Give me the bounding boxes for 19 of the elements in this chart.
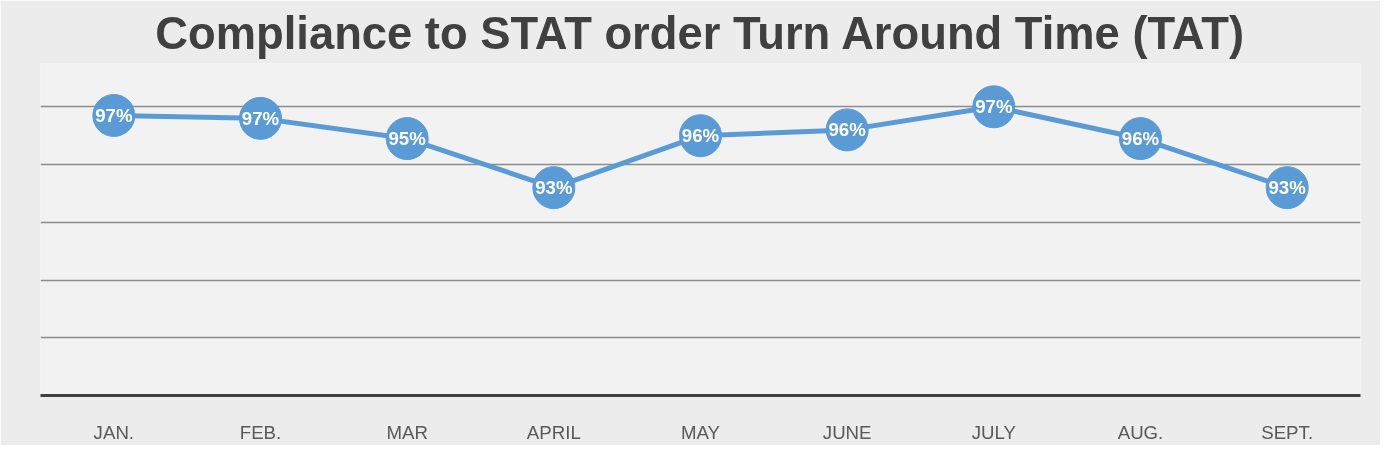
x-tick-label: SEPT. [1261, 421, 1314, 443]
x-tick-label: JULY [971, 421, 1017, 443]
text: 97% [241, 107, 280, 129]
x-tick-label: AUG. [1117, 421, 1164, 443]
text: 97% [975, 96, 1013, 118]
text: 95% [388, 128, 426, 150]
x-tick-label: MAR [386, 421, 428, 443]
x-tick-label: FEB. [239, 421, 282, 443]
chart-title: Compliance to STAT order Turn Around Time (TAT) [155, 7, 1244, 59]
x-tick-label: APRIL [526, 421, 581, 443]
x-tick-label: JAN. [93, 421, 135, 443]
text: 96% [1121, 128, 1160, 150]
x-tick-label: MAY [680, 421, 721, 443]
text: 97% [95, 104, 133, 126]
x-tick-label: JUNE [822, 421, 872, 443]
text: 93% [1268, 177, 1306, 199]
text: 93% [535, 177, 573, 199]
text: 96% [828, 119, 866, 141]
text: 96% [681, 125, 720, 147]
